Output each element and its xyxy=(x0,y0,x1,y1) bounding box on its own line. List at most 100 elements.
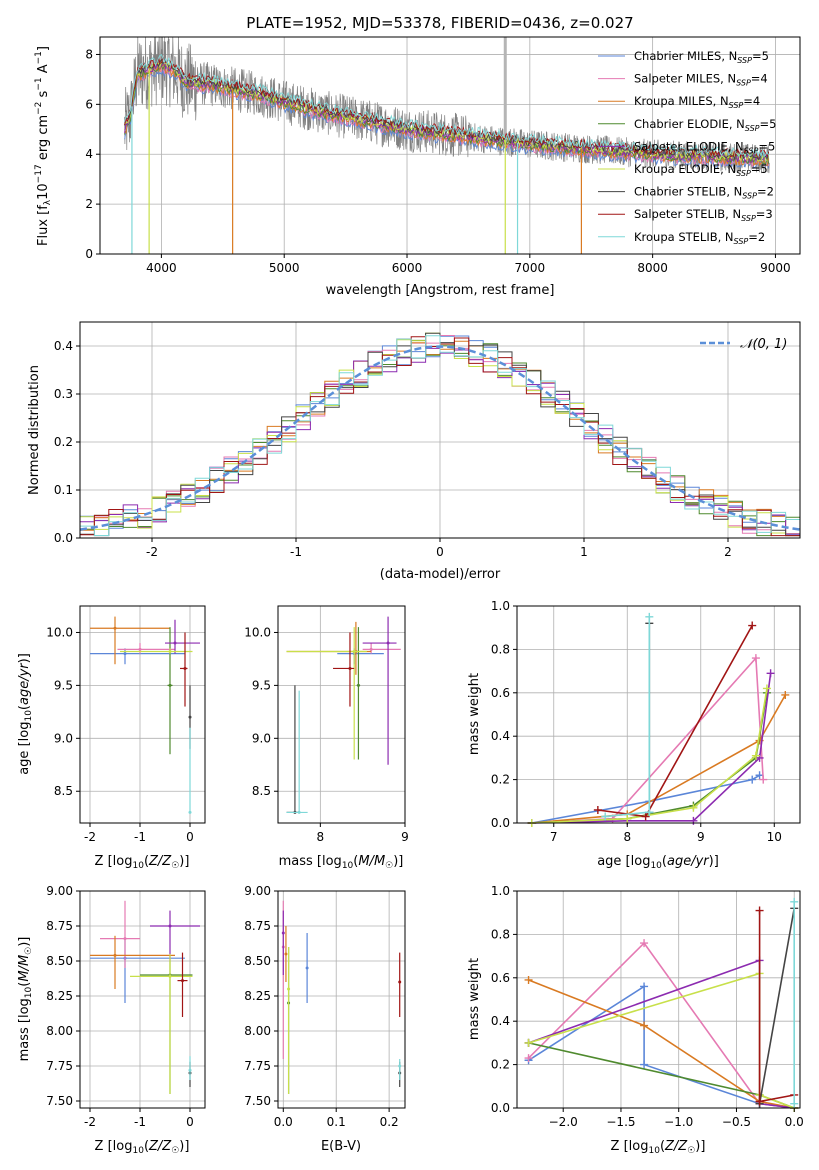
weight-marker-chab_miles xyxy=(640,1060,649,1069)
x-tick-label: 0.0 xyxy=(274,1115,293,1129)
point-salp_elodie xyxy=(168,924,172,928)
point-chab_miles xyxy=(123,652,127,656)
point-salp_elodie xyxy=(386,641,390,645)
y-tick-label: 7.50 xyxy=(244,1094,271,1108)
y-tick-label: 7.75 xyxy=(244,1059,271,1073)
x-tick-label: 0 xyxy=(186,830,194,844)
y-tick-label: 8 xyxy=(85,47,93,61)
weight-marker-salp_miles xyxy=(759,775,768,784)
weight-marker-krou_stelib xyxy=(645,612,654,621)
y-tick-label: 0.8 xyxy=(491,927,510,941)
y-tick-label: 0.2 xyxy=(491,1058,510,1072)
age-weight-ylabel: mass weight xyxy=(467,673,482,755)
x-tick-label: -1 xyxy=(134,1115,146,1129)
x-tick-label: 9000 xyxy=(760,261,791,275)
y-tick-label: 8.25 xyxy=(46,989,73,1003)
x-tick-label: 7000 xyxy=(515,261,546,275)
x-tick-label: −1.5 xyxy=(606,1115,635,1129)
y-tick-label: 0.4 xyxy=(491,1014,510,1028)
point-salp_elodie xyxy=(173,641,177,645)
weight-marker-krou_miles xyxy=(640,1021,649,1030)
y-tick-label: 0.8 xyxy=(491,642,510,656)
model-spectrum-chab_stelib xyxy=(124,58,770,161)
spectrum-ticks: 4000 5000 6000 7000 8000 9000 0 2 4 6 8 xyxy=(85,47,790,275)
y-tick-label: 9.5 xyxy=(54,678,73,692)
x-tick-label: 0 xyxy=(186,1115,194,1129)
weight-line-chab_miles xyxy=(528,985,795,1109)
y-tick-label: 0.2 xyxy=(491,773,510,787)
residual-panel: -2 -1 0 1 2 0.0 0.1 0.2 0.3 0.4 (data-model)/erro… xyxy=(27,321,801,582)
weight-marker-chab_miles xyxy=(640,982,649,991)
weight-marker-krou_stelib xyxy=(645,808,654,817)
weight-marker-krou_elodie xyxy=(762,684,771,693)
y-tick-label: 8.25 xyxy=(244,989,271,1003)
point-salp_stelib xyxy=(348,666,352,670)
weight-marker-salp_stelib xyxy=(593,805,602,814)
weight-marker-salp_miles xyxy=(751,654,760,663)
x-tick-label: 1 xyxy=(580,545,588,559)
point-krou_stelib xyxy=(188,810,192,814)
weight-marker-krou_stelib xyxy=(601,812,610,821)
point-chab_miles xyxy=(305,966,309,970)
y-tick-label: 8.75 xyxy=(244,919,271,933)
point-krou_elodie xyxy=(168,974,172,978)
legend-label: Chabrier ELODIE, NSSP=5 xyxy=(634,117,776,133)
y-tick-label: 8.50 xyxy=(244,954,271,968)
point-chab_elodie xyxy=(356,683,360,687)
x-tick-label: 0 xyxy=(436,545,444,559)
weight-line-chab_miles xyxy=(531,774,761,824)
point-krou_miles xyxy=(113,626,117,630)
spectrum-legend: Chabrier MILES, NSSP=5 Salpeter MILES, NS… xyxy=(598,49,776,246)
x-tick-label: 0.0 xyxy=(785,1115,804,1129)
y-tick-label: 0 xyxy=(85,247,93,261)
y-tick-label: 6 xyxy=(85,97,93,111)
age-weight-panel: 7 8 9 10 0.0 0.2 0.4 0.6 0.8 1.0 age [log10(age/y… xyxy=(467,599,801,871)
spectrum-frame xyxy=(99,36,801,255)
y-tick-label: 8.50 xyxy=(46,954,73,968)
y-tick-label: 0.0 xyxy=(491,816,510,830)
x-tick-label: -2 xyxy=(84,1115,96,1129)
x-tick-label: 9 xyxy=(401,830,409,844)
y-tick-label: 8.75 xyxy=(46,919,73,933)
point-chab_stelib xyxy=(188,715,192,719)
y-tick-label: 10.0 xyxy=(244,625,271,639)
legend-label: Chabrier STELIB, NSSP=2 xyxy=(634,185,774,201)
x-tick-label: 0.2 xyxy=(380,1115,399,1129)
y-tick-label: 9.5 xyxy=(252,678,271,692)
weight-marker-salp_miles xyxy=(640,939,649,948)
y-tick-label: 0.6 xyxy=(491,971,510,985)
z-mass-ylabel: mass [log10(M/M☉)] xyxy=(17,937,34,1062)
weight-marker-salp_elodie xyxy=(766,669,775,678)
residual-xlabel: (data-model)/error xyxy=(380,567,501,582)
y-tick-label: 1.0 xyxy=(491,599,510,613)
point-salp_stelib xyxy=(181,979,184,983)
y-tick-label: 10.0 xyxy=(46,625,73,639)
weight-marker-krou_miles xyxy=(524,975,533,984)
residual-histograms xyxy=(79,332,801,537)
point-krou_stelib xyxy=(297,810,301,814)
z-weight-xlabel: Z [log10(Z/Z☉)] xyxy=(611,1139,706,1156)
x-tick-label: -1 xyxy=(290,545,302,559)
x-tick-label: 8 xyxy=(317,830,325,844)
point-krou_elodie xyxy=(168,650,172,654)
weight-marker-salp_stelib xyxy=(748,621,757,630)
spectrum-xlabel: wavelength [Angstrom, rest frame] xyxy=(326,283,555,298)
weight-marker-krou_stelib xyxy=(790,897,799,906)
x-tick-label: 10 xyxy=(767,830,782,844)
y-tick-label: 8.00 xyxy=(46,1024,73,1038)
point-krou_stelib xyxy=(398,1064,402,1068)
z-weight-ylabel: mass weight xyxy=(467,958,482,1040)
y-tick-label: 1.0 xyxy=(491,884,510,898)
weight-line-salp_miles xyxy=(528,941,795,1109)
z-age-xlabel: Z [log10(Z/Z☉)] xyxy=(95,854,190,871)
z-mass-xlabel: Z [log10(Z/Z☉)] xyxy=(95,1139,190,1156)
x-tick-label: 8 xyxy=(623,830,631,844)
weight-marker-salp_stelib xyxy=(755,906,764,915)
weight-line-krou_elodie xyxy=(528,972,795,1109)
weight-marker-salp_stelib xyxy=(755,1097,764,1106)
mass-age-xlabel: mass [log10(M/M☉)] xyxy=(279,854,404,871)
legend-label: Salpeter ELODIE, NSSP=5 xyxy=(634,139,775,155)
mass-age-panel: 8 9 8.5 9.0 9.5 10.0 mass [log10(M/M☉)] xyxy=(244,605,409,871)
x-tick-label: -2 xyxy=(84,830,96,844)
z-age-ylabel: age [log10(age/yr)] xyxy=(17,653,34,775)
